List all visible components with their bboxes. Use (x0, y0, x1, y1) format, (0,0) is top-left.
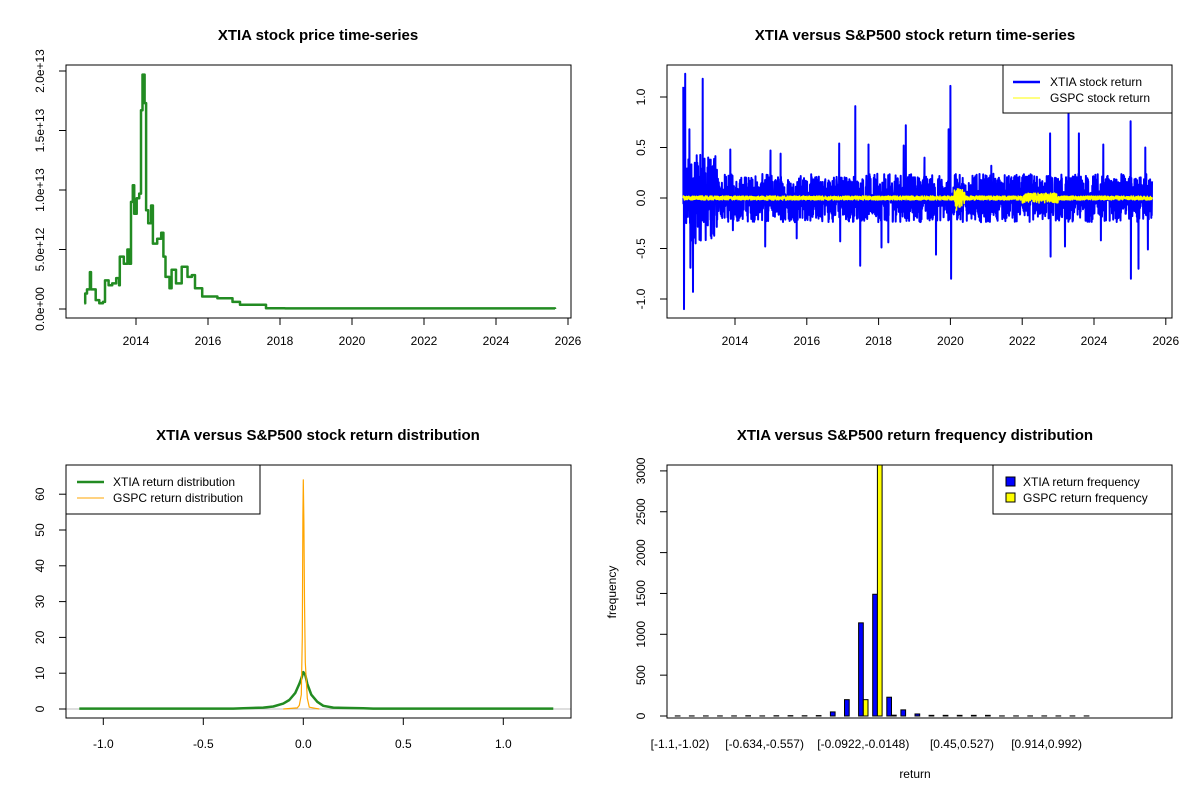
y-tick-label: 0 (33, 705, 47, 712)
x-tick-label: [-1.1,-1.02) (651, 737, 710, 751)
y-tick-label: 50 (33, 523, 47, 537)
legend: XTIA return frequency GSPC return frequen… (992, 464, 1173, 515)
y-tick-label: 30 (33, 595, 47, 609)
bars (674, 465, 1090, 717)
x-tick-label: 2014 (722, 334, 749, 348)
x-tick-label: -1.0 (93, 737, 114, 751)
y-axis-title: frequency (605, 566, 619, 619)
x-tick-label: [-0.634,-0.557) (725, 737, 804, 751)
bar-xtia (900, 709, 907, 717)
y-tick-label: 0.0e+00 (33, 287, 47, 331)
bar-xtia (844, 699, 850, 717)
bar-xtia (942, 714, 949, 717)
bar-xtia (829, 711, 836, 717)
y-tick-label: 2.0e+13 (33, 49, 47, 93)
bar-xtia (858, 622, 864, 717)
y-tick-label: 0.5 (634, 139, 648, 156)
panel-return-distribution: XTIA versus S&P500 stock return distribu… (33, 427, 572, 751)
x-tick-label: 2020 (937, 334, 964, 348)
density-line-xtia (79, 670, 554, 710)
x-tick-label: 2020 (339, 334, 366, 348)
chart-title: XTIA versus S&P500 return frequency dist… (737, 427, 1093, 444)
x-axis-title: return (899, 767, 930, 781)
panel-price-timeseries: XTIA stock price time-series 2014 2016 2018… (33, 27, 582, 348)
y-tick-label: 3000 (634, 457, 648, 484)
legend-label-gspc: GSPC stock return (1050, 91, 1150, 105)
bar-xtia (872, 593, 878, 717)
x-tick-label: [0.914,0.992) (1011, 737, 1082, 751)
y-tick-label: 60 (33, 487, 47, 501)
density-line-gspc (283, 479, 320, 710)
bar-gspc (876, 465, 883, 717)
y-tick-label: 20 (33, 630, 47, 644)
y-tick-label: 0 (634, 712, 648, 719)
x-tick-label: 2022 (1009, 334, 1036, 348)
bar-xtia (985, 714, 991, 717)
x-tick-label: 2026 (555, 334, 582, 348)
legend-box (1002, 64, 1173, 114)
x-tick-label: 2026 (1152, 334, 1179, 348)
y-tick-label: 1000 (634, 621, 648, 648)
y-tick-label: 1.0 (634, 88, 648, 105)
x-tick-label: 2022 (411, 334, 438, 348)
x-tick-label: 2014 (123, 334, 150, 348)
chart-title: XTIA versus S&P500 stock return distribu… (156, 427, 480, 444)
y-tick-label: 1.0e+13 (33, 168, 47, 212)
y-tick-label: 2500 (634, 498, 648, 525)
x-tick-label: 1.0 (495, 737, 512, 751)
legend-box (65, 464, 261, 515)
bar-xtia (914, 713, 921, 717)
legend-label-xtia: XTIA return frequency (1023, 475, 1140, 489)
chart-title: XTIA versus S&P500 stock return time-ser… (755, 27, 1075, 44)
bar-xtia (928, 714, 935, 717)
panel-return-frequency: XTIA versus S&P500 return frequency dist… (605, 427, 1173, 781)
x-tick-label: 0.5 (395, 737, 412, 751)
x-tick-label: [-0.0922,-0.0148) (817, 737, 909, 751)
legend-label-xtia: XTIA stock return (1050, 75, 1142, 89)
y-tick-label: 10 (33, 666, 47, 680)
bar-gspc (891, 714, 897, 717)
y-tick-label: -0.5 (634, 238, 648, 259)
panel-return-timeseries: XTIA versus S&P500 stock return time-ser… (634, 27, 1179, 348)
x-tick-label: 0.0 (295, 737, 312, 751)
y-tick-label: 5.0e+12 (33, 227, 47, 271)
bar-xtia (886, 696, 892, 717)
y-tick-label: 0.0 (634, 189, 648, 206)
legend: XTIA stock return GSPC stock return (1002, 64, 1173, 114)
bar-xtia (970, 714, 977, 717)
y-tick-label: 1.5e+13 (33, 108, 47, 152)
legend: XTIA return distribution GSPC return dist… (65, 464, 261, 515)
bar-gspc (862, 699, 869, 717)
legend-box (992, 464, 1173, 515)
x-tick-label: 2024 (1081, 334, 1108, 348)
chart-title: XTIA stock price time-series (218, 27, 418, 44)
y-tick-label: -1.0 (634, 288, 648, 309)
x-tick-label: 2016 (195, 334, 222, 348)
legend-swatch-gspc (1005, 492, 1016, 503)
x-tick-label: 2018 (865, 334, 892, 348)
legend-label-gspc: GSPC return distribution (113, 491, 243, 505)
x-tick-label: [0.45,0.527) (930, 737, 994, 751)
x-tick-label: -0.5 (193, 737, 214, 751)
return-line-xtia (682, 72, 1154, 311)
y-tick-label: 40 (33, 559, 47, 573)
y-tick-label: 2000 (634, 539, 648, 566)
return-line-gspc (682, 188, 1153, 211)
bar-xtia (956, 714, 963, 717)
legend-label-gspc: GSPC return frequency (1023, 491, 1148, 505)
x-tick-label: 2016 (793, 334, 820, 348)
y-tick-label: 1500 (634, 580, 648, 607)
price-line-xtia (83, 73, 557, 310)
x-tick-label: 2018 (267, 334, 294, 348)
x-tick-label: 2024 (483, 334, 510, 348)
y-tick-label: 500 (634, 665, 648, 685)
legend-label-xtia: XTIA return distribution (113, 475, 235, 489)
legend-swatch-xtia (1005, 476, 1016, 487)
